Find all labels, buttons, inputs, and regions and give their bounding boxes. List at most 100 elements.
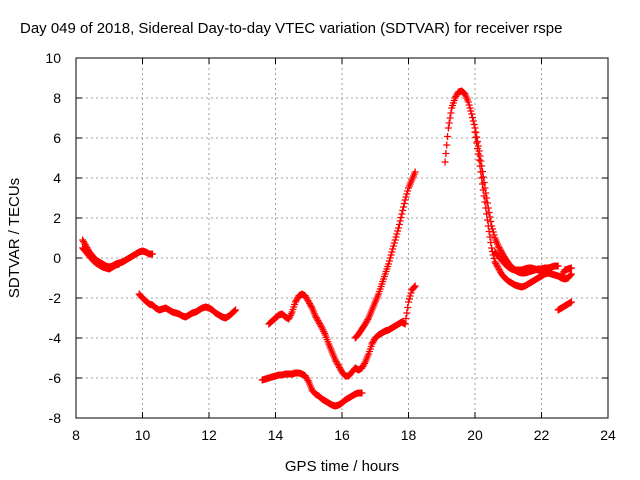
arc-3-point	[232, 306, 240, 314]
arc-8-point	[484, 222, 492, 230]
arc-5-point	[332, 358, 340, 365]
arc-4-point	[303, 375, 311, 383]
arc-7-point	[473, 138, 481, 145]
x-tick-label: 20	[467, 427, 483, 443]
arc-6-point	[386, 254, 394, 262]
arc-5-point	[316, 320, 324, 327]
arc-5-point	[405, 295, 413, 303]
arc-8-point	[473, 145, 481, 152]
arc-7-point	[442, 150, 450, 157]
data-points	[79, 87, 575, 410]
arc-5-point	[370, 337, 378, 345]
arc-8-point	[491, 258, 499, 266]
arc-5-point	[302, 294, 310, 301]
arc-6-point	[394, 227, 402, 235]
arc-7-point	[469, 117, 477, 125]
arc-5-point	[306, 300, 314, 307]
arc-5-point	[403, 309, 411, 317]
arc-4-point	[302, 374, 310, 381]
arc-8-point	[476, 162, 484, 170]
arc-8-point	[480, 192, 488, 200]
arc-6-point	[403, 190, 411, 198]
arc-5-point	[313, 315, 321, 323]
arc-7-point	[479, 173, 487, 181]
arc-5-point	[411, 282, 419, 290]
arc-5-point	[335, 362, 343, 370]
arc-7-point	[477, 157, 485, 165]
x-tick-label: 14	[268, 427, 284, 443]
arc-4-point	[358, 389, 366, 397]
arc-8-point	[495, 266, 503, 273]
y-tick-label: 4	[53, 170, 61, 186]
arc-6-point	[385, 260, 393, 268]
arc-3-point	[230, 308, 238, 315]
arc-5-point	[368, 340, 376, 348]
arc-5-point	[405, 298, 412, 306]
arc-7-point	[495, 244, 503, 251]
arc-6-point	[395, 224, 403, 232]
arc-7-point	[496, 245, 504, 253]
arc-6-point	[393, 230, 401, 238]
arc-8-point	[483, 210, 491, 218]
arc-9-point	[567, 271, 575, 279]
arc-7-point	[467, 107, 475, 115]
grid-lines	[76, 58, 608, 418]
y-axis-label: SDTVAR / TECUs	[6, 178, 23, 298]
arc-6-point	[388, 248, 396, 256]
arc-8-point	[494, 264, 502, 272]
arc-6-point	[387, 251, 395, 259]
arc-5-point	[314, 317, 322, 324]
arc-8-point	[496, 267, 504, 275]
arc-5-point	[316, 321, 324, 329]
arc-11-point	[567, 298, 575, 306]
arc-8-point	[471, 128, 479, 136]
y-tick-label: 10	[45, 50, 61, 66]
arc-7-point	[443, 141, 451, 149]
arc-5-point	[306, 301, 314, 309]
arc-6-point	[400, 203, 408, 211]
arc-8-point	[488, 244, 496, 252]
arc-5-point	[410, 283, 418, 291]
arc-7-point	[441, 158, 449, 166]
arc-6-point	[363, 317, 371, 325]
arc-8-point	[478, 180, 486, 188]
arc-7-point	[464, 98, 472, 106]
arc-5-point	[333, 359, 341, 367]
arc-5-point	[315, 318, 323, 326]
arc-7-point	[446, 114, 454, 122]
arc-8-point	[472, 134, 480, 141]
x-tick-label: 8	[72, 427, 80, 443]
arc-6-point	[389, 245, 397, 253]
arc-6-point	[395, 221, 403, 228]
arc-10-point	[558, 271, 566, 278]
arc-5-point	[303, 295, 311, 303]
arc-7-point	[445, 119, 453, 127]
arc-6-point	[391, 236, 399, 244]
arc-5-point	[360, 361, 368, 369]
arc-8-point	[477, 168, 485, 176]
arc-5-point	[336, 364, 344, 371]
y-tick-label: 8	[53, 90, 61, 106]
arc-5-point	[360, 360, 368, 367]
arc-6-point	[400, 200, 408, 207]
arc-8-point	[482, 204, 490, 212]
arc-7-point	[444, 124, 452, 132]
arc-7-point	[497, 247, 505, 254]
y-axis: -8 -6 -4 -2 0 2 4 6 8 10	[45, 50, 608, 426]
y-tick-label: -4	[49, 330, 62, 346]
arc-5-point	[402, 315, 410, 322]
arc-6-point	[385, 257, 393, 265]
arc-6-point	[396, 217, 404, 225]
arc-8-point	[487, 239, 495, 246]
y-tick-label: 0	[53, 250, 61, 266]
arc-5-point	[404, 304, 412, 311]
arc-5-point	[407, 289, 415, 297]
arc-4-point	[304, 377, 312, 384]
arc-5-point	[301, 292, 309, 300]
arc-5-point	[307, 303, 315, 310]
y-tick-label: -6	[49, 370, 62, 386]
y-tick-label: 6	[53, 130, 61, 146]
arc-5-point	[311, 312, 319, 320]
arc-7-point	[480, 179, 488, 186]
arc-6-point	[399, 207, 407, 214]
